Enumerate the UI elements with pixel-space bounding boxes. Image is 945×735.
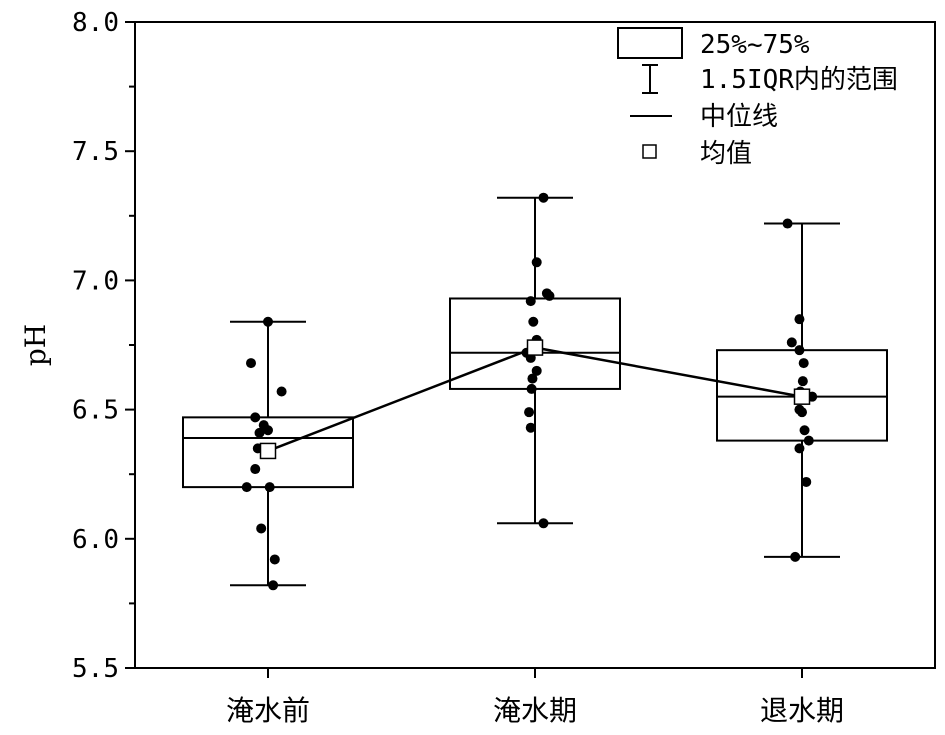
legend-label-whisker: 1.5IQR内的范围: [700, 65, 898, 95]
data-point: [241, 482, 252, 493]
y-tick-label: 7.5: [72, 137, 119, 167]
data-point: [801, 476, 812, 487]
legend-label-median: 中位线: [700, 102, 778, 132]
data-point: [803, 435, 814, 446]
data-point: [538, 192, 549, 203]
y-tick-label: 8.0: [72, 8, 119, 38]
data-point: [782, 218, 793, 229]
data-point: [525, 422, 536, 433]
data-point: [794, 314, 805, 325]
data-point: [263, 316, 273, 327]
data-point: [264, 482, 275, 493]
data-point: [527, 373, 538, 384]
data-point: [531, 257, 542, 268]
legend-label-mean: 均值: [700, 139, 752, 169]
y-axis: 5.5 6.0 6.5 7.0 7.5 8.0: [72, 8, 135, 684]
points-layer: [241, 192, 818, 591]
data-point: [790, 551, 801, 562]
data-point: [250, 412, 261, 423]
data-point: [794, 443, 805, 454]
data-point: [246, 358, 256, 369]
data-point: [798, 358, 809, 369]
boxes-layer: [182, 196, 888, 587]
mean-marker: [793, 388, 811, 405]
data-point: [254, 427, 265, 438]
data-point: [250, 464, 261, 475]
legend: 25%~75% 1.5IQR内的范围 中位线 均值: [617, 27, 898, 169]
data-point: [256, 523, 267, 534]
data-point: [797, 376, 808, 387]
data-point: [794, 345, 805, 356]
data-point: [525, 296, 536, 307]
mean-marker: [259, 442, 277, 460]
data-point: [268, 580, 279, 591]
y-tick-label: 7.0: [72, 266, 119, 296]
y-axis-title: pH: [19, 324, 52, 366]
data-point: [799, 425, 810, 436]
x-axis: 淹水前 淹水期 退水期: [226, 668, 844, 727]
mean-marker: [526, 339, 544, 356]
x-tick-label: 淹水期: [493, 694, 577, 727]
data-point: [531, 365, 542, 376]
data-point: [544, 290, 555, 301]
legend-box-swatch: [617, 27, 683, 59]
data-point: [797, 407, 807, 418]
y-tick-label: 5.5: [72, 654, 119, 684]
legend-label-box: 25%~75%: [700, 30, 810, 60]
legend-mean-swatch: [642, 144, 657, 159]
data-point: [524, 407, 535, 418]
data-point: [538, 518, 549, 529]
mean-markers-layer: [259, 339, 811, 460]
x-tick-label: 淹水前: [226, 694, 310, 727]
data-point: [528, 316, 539, 327]
y-tick-label: 6.5: [72, 396, 119, 426]
data-point: [276, 386, 287, 397]
data-point: [786, 337, 797, 348]
data-point: [526, 383, 537, 394]
y-tick-label: 6.0: [72, 525, 119, 555]
data-point: [269, 554, 280, 565]
data-point: [263, 425, 273, 436]
x-tick-label: 退水期: [760, 694, 844, 727]
